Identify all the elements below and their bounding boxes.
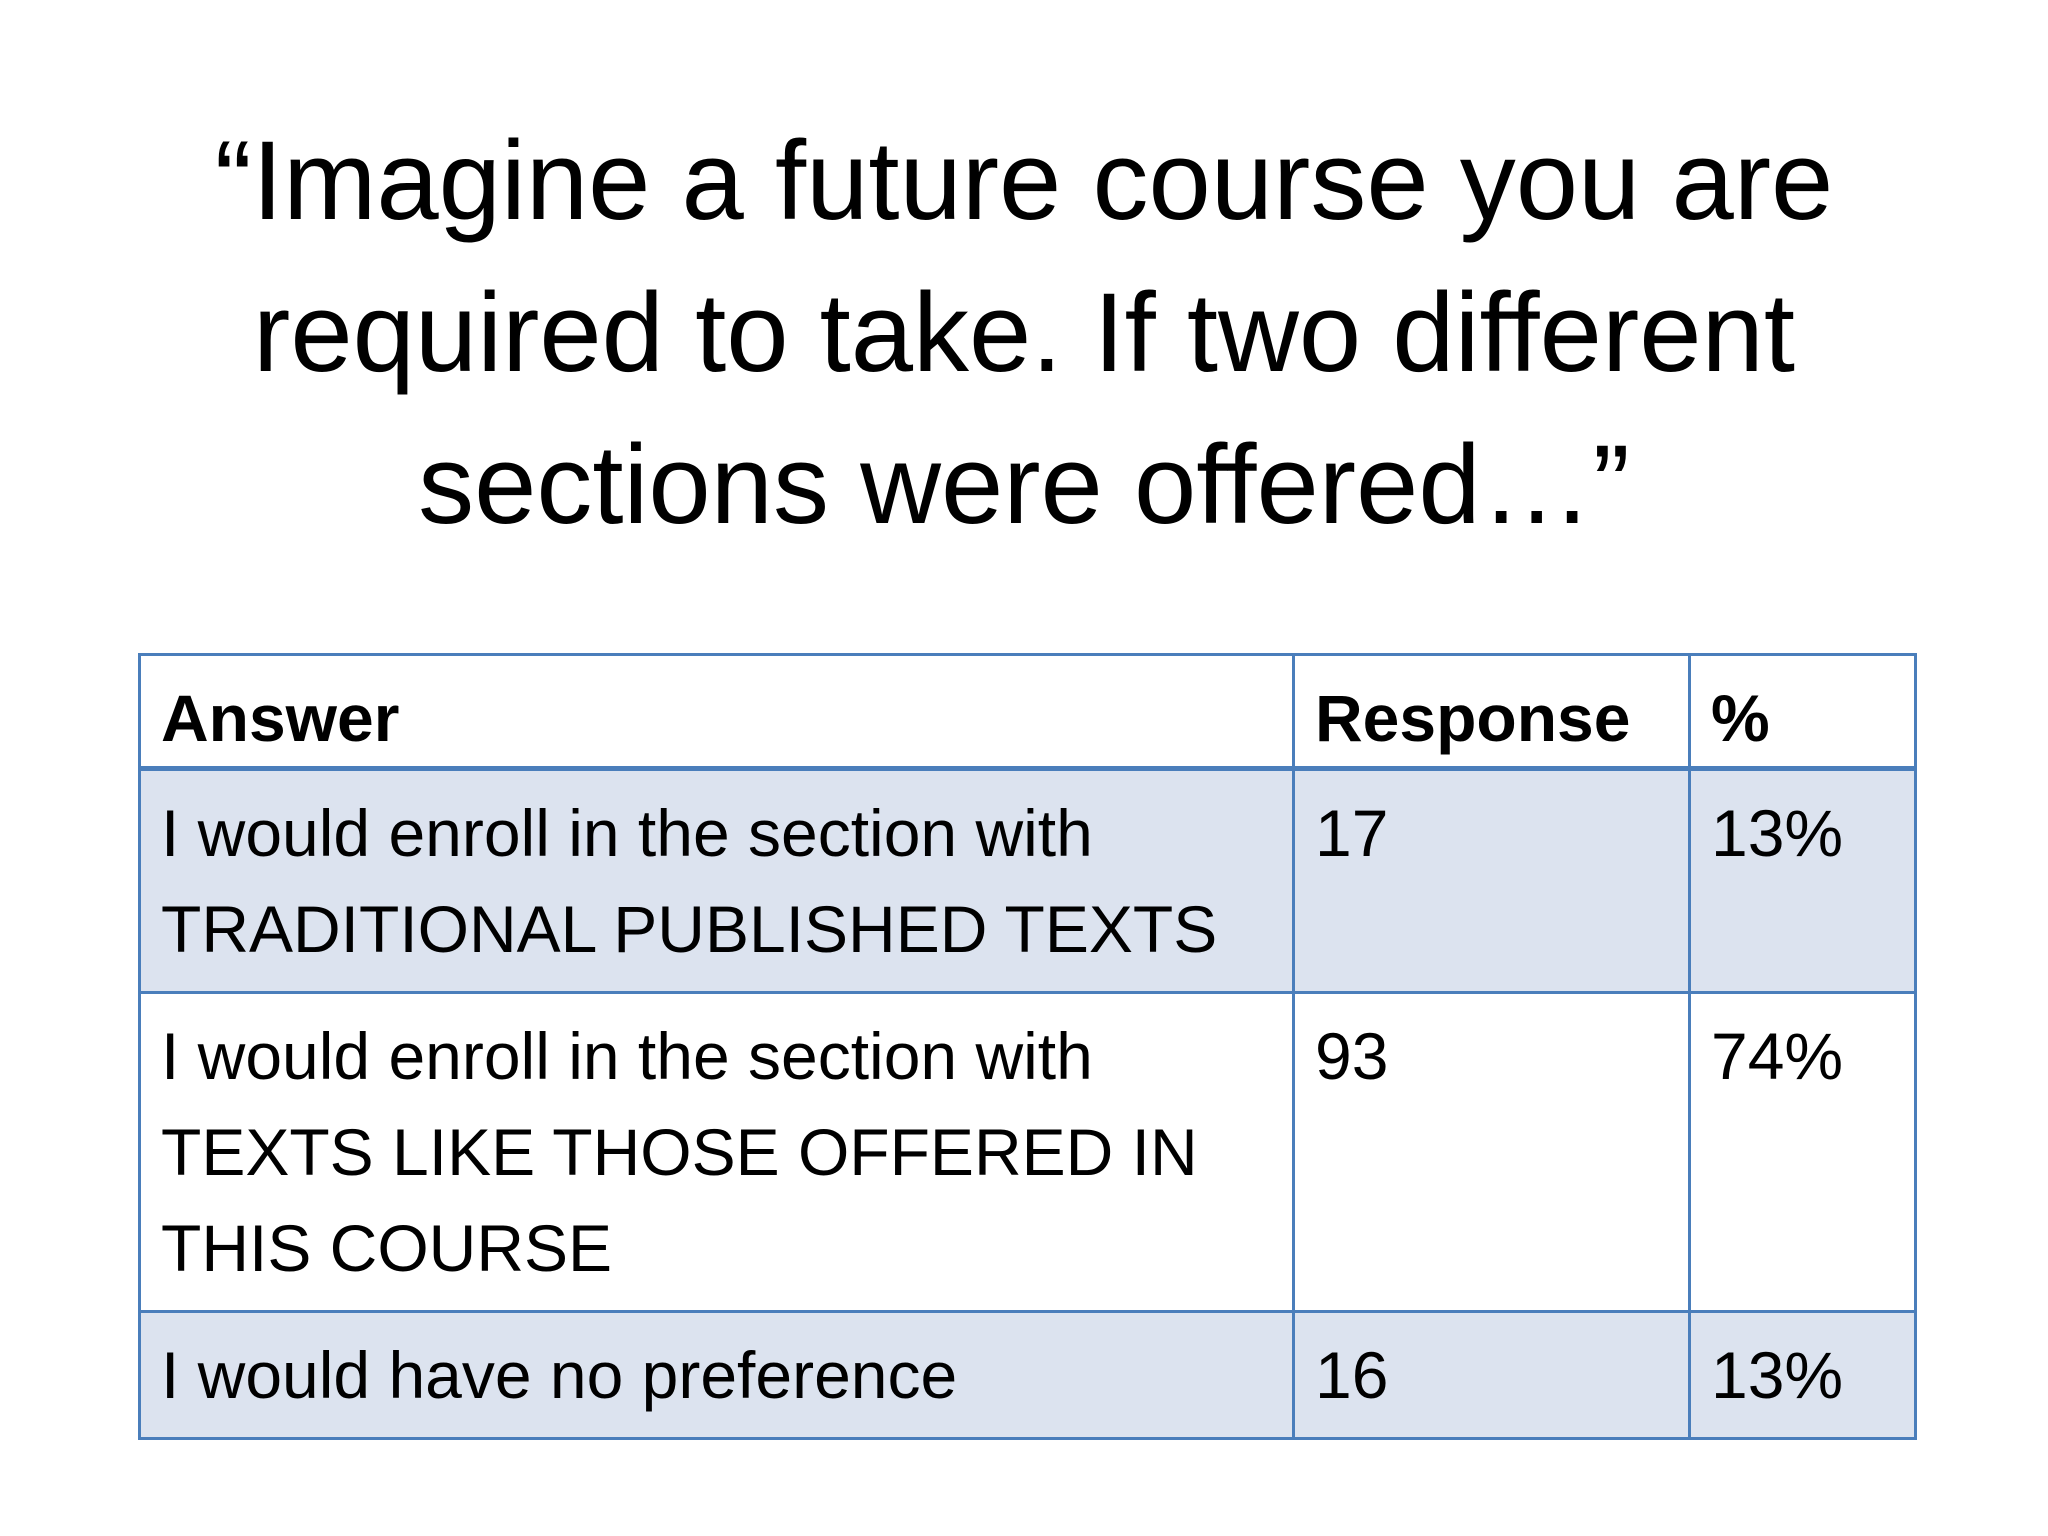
response-cell: 17 <box>1292 767 1691 994</box>
response-cell: 16 <box>1292 1310 1691 1440</box>
header-answer: Answer <box>138 653 1295 771</box>
answer-line: THIS COURSE <box>161 1211 613 1285</box>
answer-line: TRADITIONAL PUBLISHED TEXTS <box>161 892 1218 966</box>
percent-cell: 13% <box>1688 1310 1917 1440</box>
header-response: Response <box>1292 653 1691 771</box>
slide-title: “Imagine a future course you are require… <box>160 105 1888 561</box>
answer-line: I would have no preference <box>161 1338 958 1412</box>
table-row: I would have no preference 16 13% <box>138 1310 1917 1440</box>
answer-cell: I would enroll in the section with TEXTS… <box>138 991 1295 1313</box>
percent-cell: 74% <box>1688 991 1917 1313</box>
title-line: “Imagine a future course you are <box>214 118 1834 243</box>
answer-cell: I would enroll in the section with TRADI… <box>138 767 1295 994</box>
title-line: required to take. If two different <box>253 270 1795 395</box>
survey-results-table: Answer Response % I would enroll in the … <box>138 653 1917 1440</box>
table-row: I would enroll in the section with TRADI… <box>138 767 1917 994</box>
answer-line: I would enroll in the section with <box>161 796 1093 870</box>
response-cell: 93 <box>1292 991 1691 1313</box>
answer-line: I would enroll in the section with <box>161 1019 1093 1093</box>
header-percent: % <box>1688 653 1917 771</box>
table-row: I would enroll in the section with TEXTS… <box>138 991 1917 1313</box>
answer-cell: I would have no preference <box>138 1310 1295 1440</box>
title-line: sections were offered…” <box>418 422 1630 547</box>
table-header-row: Answer Response % <box>138 653 1917 771</box>
percent-cell: 13% <box>1688 767 1917 994</box>
answer-line: TEXTS LIKE THOSE OFFERED IN <box>161 1115 1198 1189</box>
